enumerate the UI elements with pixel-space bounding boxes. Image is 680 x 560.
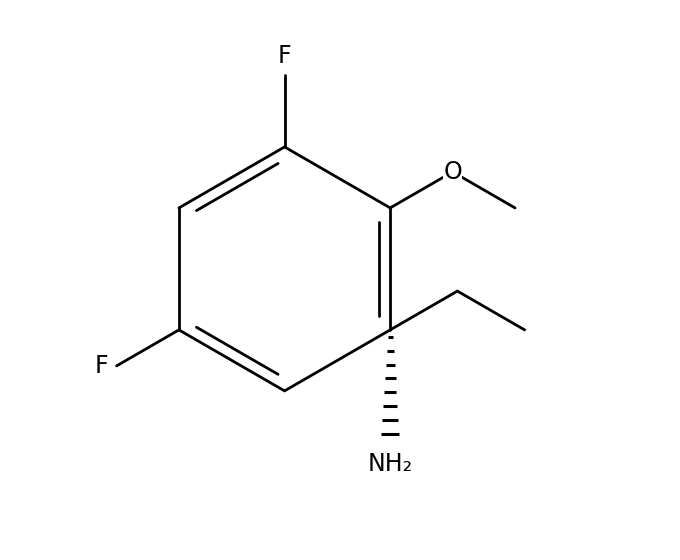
Text: O: O [443, 160, 462, 184]
Text: F: F [95, 354, 108, 378]
Text: NH₂: NH₂ [368, 452, 413, 476]
Text: F: F [277, 44, 291, 68]
